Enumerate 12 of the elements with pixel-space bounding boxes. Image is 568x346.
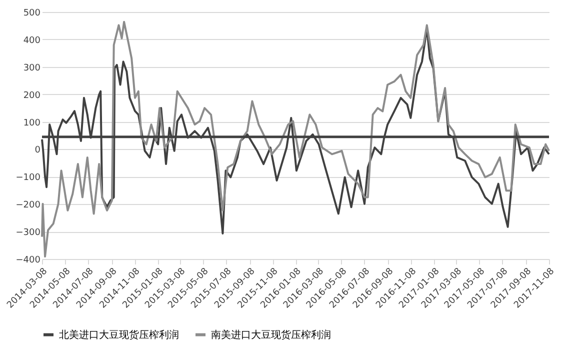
y-tick-label: −300	[16, 228, 41, 238]
y-tick-label: 100	[23, 118, 41, 128]
y-tick-label: 0	[34, 146, 41, 156]
y-tick-label: −400	[16, 256, 41, 266]
legend-label: 北美进口大豆现货压榨利润	[59, 328, 179, 341]
y-tick-label: 500	[23, 8, 41, 18]
y-tick-label: 400	[23, 36, 41, 46]
y-tick-label: 300	[23, 63, 41, 74]
y-tick-label: −100	[16, 173, 41, 184]
legend-label: 南美进口大豆现货压榨利润	[211, 328, 331, 341]
y-tick-label: 200	[23, 90, 41, 101]
y-tick-label: −200	[16, 200, 41, 211]
